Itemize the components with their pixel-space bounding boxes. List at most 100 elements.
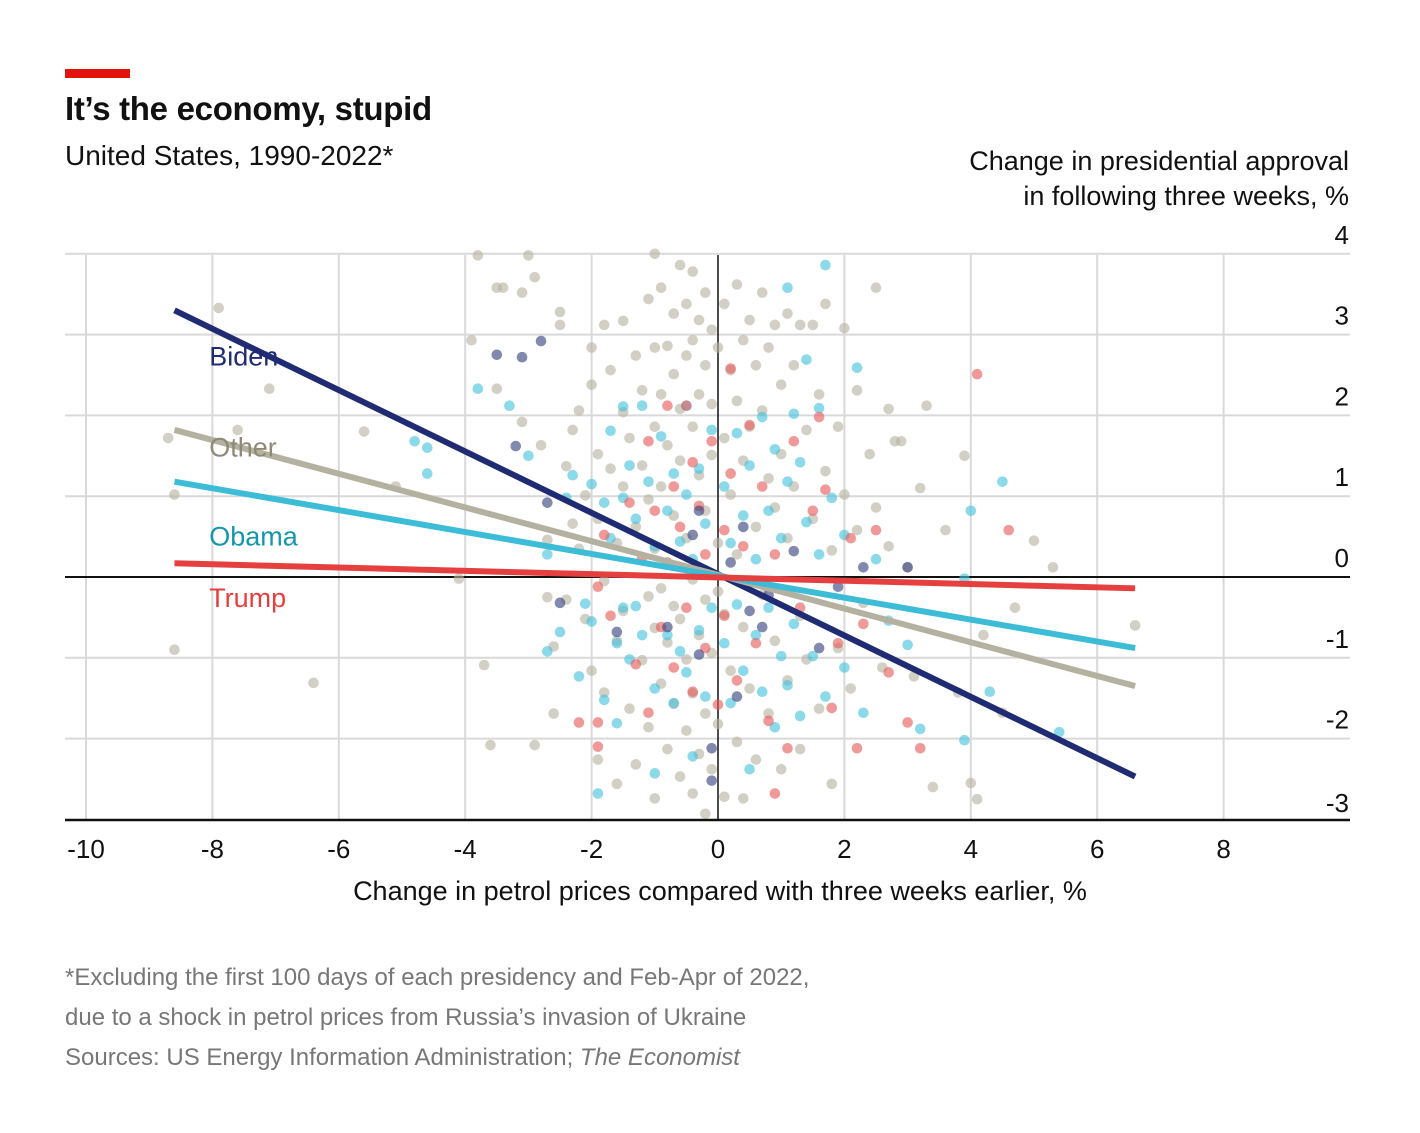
data-point-obama — [782, 476, 793, 487]
data-point-obama — [750, 553, 762, 565]
data-point-other — [731, 736, 743, 748]
data-point-biden — [535, 335, 547, 347]
data-point-trump — [914, 742, 926, 754]
data-point-obama — [997, 476, 1008, 487]
data-point-other — [712, 342, 724, 353]
data-point-obama — [782, 679, 793, 691]
data-point-obama — [649, 768, 661, 779]
data-point-obama — [687, 751, 699, 762]
data-point-obama — [775, 532, 787, 544]
data-point-other — [883, 540, 894, 552]
data-point-other — [573, 405, 585, 416]
data-point-other — [681, 654, 692, 665]
data-point-obama — [984, 686, 996, 698]
data-point-trump — [763, 715, 774, 727]
x-tick-label: -10 — [67, 834, 105, 864]
data-point-obama — [756, 686, 768, 698]
data-point-other — [832, 421, 844, 433]
data-point-obama — [914, 723, 926, 735]
chart-subtitle: United States, 1990-2022* — [65, 140, 394, 171]
data-point-trump — [668, 481, 680, 492]
data-point-other — [687, 421, 699, 433]
y-tick-label: 2 — [1335, 381, 1349, 411]
data-point-obama — [731, 599, 743, 610]
data-point-biden — [902, 562, 913, 573]
data-point-other — [586, 665, 597, 677]
data-point-obama — [700, 518, 711, 529]
data-point-other — [668, 308, 680, 319]
data-point-trump — [592, 741, 604, 752]
data-point-biden — [611, 626, 623, 638]
x-axis-title: Change in petrol prices compared with th… — [353, 876, 1087, 906]
trend-line-biden — [173, 307, 1137, 780]
data-point-other — [516, 416, 528, 428]
data-point-other — [668, 600, 680, 612]
y-tick-label: 4 — [1335, 220, 1349, 250]
data-point-other — [851, 385, 863, 396]
data-point-obama — [554, 626, 566, 638]
data-point-other — [592, 754, 604, 765]
data-point-obama — [421, 468, 433, 479]
data-point-obama — [737, 665, 749, 677]
data-point-other — [598, 319, 610, 331]
sources-prefix: Sources: US Energy Information Administr… — [65, 1044, 580, 1071]
data-point-obama — [668, 468, 680, 479]
x-tick-label: 2 — [837, 834, 851, 864]
data-point-trump — [750, 637, 762, 649]
data-point-other — [548, 708, 559, 719]
data-point-other — [706, 324, 717, 336]
data-point-other — [769, 319, 781, 331]
data-point-trump — [605, 610, 616, 622]
data-point-other — [169, 489, 180, 500]
data-point-obama — [655, 431, 667, 442]
data-point-trump — [592, 581, 604, 592]
data-point-other — [763, 708, 774, 719]
data-point-obama — [775, 650, 787, 662]
data-point-other — [674, 259, 686, 271]
data-point-other — [643, 293, 654, 305]
data-point-other — [516, 287, 528, 298]
y-tick-label: 3 — [1335, 301, 1349, 331]
data-point-trump — [643, 707, 654, 719]
data-point-other — [662, 340, 673, 352]
data-point-other — [763, 342, 774, 353]
data-point-other — [921, 400, 932, 412]
data-point-obama — [782, 282, 793, 294]
data-point-obama — [636, 400, 648, 412]
data-point-trump — [706, 435, 717, 447]
x-tick-label: 6 — [1090, 834, 1104, 864]
data-point-biden — [687, 529, 699, 541]
data-point-other — [782, 308, 793, 319]
data-point-other — [649, 793, 661, 804]
data-point-other — [643, 721, 654, 733]
data-point-other — [630, 759, 642, 770]
data-point-other — [725, 665, 736, 677]
data-point-other — [478, 659, 490, 671]
data-point-other — [586, 342, 597, 353]
data-point-other — [472, 250, 484, 261]
data-point-obama — [744, 460, 755, 471]
data-point-obama — [737, 510, 749, 521]
data-point-trump — [744, 419, 755, 431]
data-point-trump — [1003, 524, 1015, 536]
data-point-other — [611, 778, 623, 790]
data-point-obama — [788, 408, 800, 420]
data-point-other — [693, 314, 705, 326]
data-point-obama — [870, 553, 882, 565]
data-point-other — [839, 489, 850, 500]
data-point-other — [497, 282, 509, 294]
data-point-other — [959, 450, 970, 462]
trend-line-obama — [173, 478, 1136, 652]
data-point-obama — [826, 492, 838, 504]
data-point-obama — [820, 259, 831, 271]
data-point-other — [567, 424, 578, 436]
data-point-trump — [971, 368, 983, 380]
data-point-obama — [681, 667, 692, 678]
trend-line-trump — [174, 560, 1136, 592]
data-point-other — [655, 389, 667, 400]
data-point-other — [643, 591, 654, 602]
data-point-other — [542, 534, 553, 546]
data-point-other — [453, 573, 465, 584]
data-point-obama — [523, 450, 534, 462]
data-point-other — [700, 808, 711, 820]
